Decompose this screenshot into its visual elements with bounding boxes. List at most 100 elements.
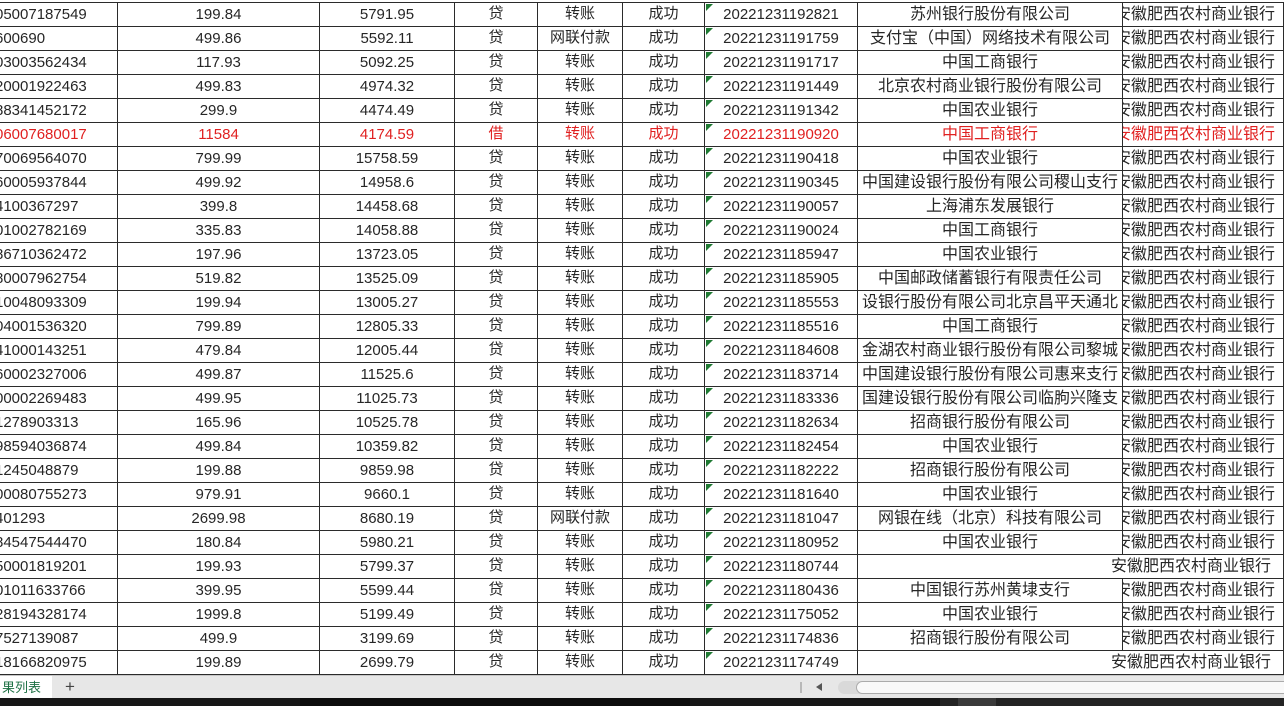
cell-balance[interactable]: 10525.78 xyxy=(320,411,455,434)
cell-own-bank[interactable]: 安徽肥西农村商业银行 xyxy=(1123,531,1284,554)
cell-counterparty-bank[interactable]: 中国工商银行 xyxy=(858,123,1123,146)
cell-txn-type[interactable]: 转账 xyxy=(538,411,623,434)
cell-amount[interactable]: 499.86 xyxy=(118,27,320,50)
cell-timestamp[interactable]: 20221231175052 xyxy=(705,603,858,626)
cell-account-id[interactable]: 18166820975 xyxy=(0,651,118,674)
cell-debit-credit[interactable]: 贷 xyxy=(455,531,538,554)
cell-account-id[interactable]: 70069564070 xyxy=(0,147,118,170)
cell-debit-credit[interactable]: 贷 xyxy=(455,171,538,194)
cell-amount[interactable]: 11584 xyxy=(118,123,320,146)
cell-debit-credit[interactable]: 借 xyxy=(455,123,538,146)
cell-own-bank[interactable]: 安徽肥西农村商业银行 xyxy=(1123,387,1284,410)
cell-status[interactable]: 成功 xyxy=(623,387,705,410)
cell-amount[interactable]: 1999.8 xyxy=(118,603,320,626)
cell-account-id[interactable]: 28194328174 xyxy=(0,603,118,626)
cell-txn-type[interactable]: 转账 xyxy=(538,99,623,122)
cell-debit-credit[interactable]: 贷 xyxy=(455,243,538,266)
cell-balance[interactable]: 12805.33 xyxy=(320,315,455,338)
cell-counterparty-bank[interactable]: 苏州银行股份有限公司 xyxy=(858,3,1123,26)
cell-status[interactable]: 成功 xyxy=(623,315,705,338)
cell-timestamp[interactable]: 20221231182454 xyxy=(705,435,858,458)
cell-counterparty-bank[interactable]: 中国银行苏州黄埭支行 xyxy=(858,579,1123,602)
cell-debit-credit[interactable]: 贷 xyxy=(455,435,538,458)
cell-balance[interactable]: 5599.44 xyxy=(320,579,455,602)
cell-counterparty-bank[interactable]: 中国农业银行 xyxy=(858,483,1123,506)
cell-amount[interactable]: 2699.98 xyxy=(118,507,320,530)
cell-balance[interactable]: 9660.1 xyxy=(320,483,455,506)
cell-counterparty-bank[interactable]: 中国工商银行 xyxy=(858,219,1123,242)
cell-txn-type[interactable]: 转账 xyxy=(538,459,623,482)
cell-account-id[interactable]: 00080755273 xyxy=(0,483,118,506)
cell-balance[interactable]: 4174.59 xyxy=(320,123,455,146)
cell-counterparty-bank[interactable]: 中国建设银行股份有限公司惠来支行 xyxy=(858,363,1123,386)
cell-account-id[interactable]: 80007962754 xyxy=(0,267,118,290)
cell-amount[interactable]: 165.96 xyxy=(118,411,320,434)
cell-status[interactable]: 成功 xyxy=(623,3,705,26)
cell-account-id[interactable]: 86710362472 xyxy=(0,243,118,266)
cell-account-id[interactable]: 20001922463 xyxy=(0,75,118,98)
cell-txn-type[interactable]: 转账 xyxy=(538,147,623,170)
cell-counterparty-bank[interactable]: 中国邮政储蓄银行有限责任公司 xyxy=(858,267,1123,290)
cell-counterparty-bank[interactable]: 国建设银行股份有限公司临朐兴隆支 xyxy=(858,387,1123,410)
cell-balance[interactable]: 4474.49 xyxy=(320,99,455,122)
cell-status[interactable]: 成功 xyxy=(623,531,705,554)
cell-counterparty-bank[interactable]: 设银行股份有限公司北京昌平天通北 xyxy=(858,291,1123,314)
cell-txn-type[interactable]: 网联付款 xyxy=(538,27,623,50)
cell-counterparty-bank[interactable]: 中国农业银行 xyxy=(858,603,1123,626)
cell-account-id[interactable]: 98594036874 xyxy=(0,435,118,458)
cell-txn-type[interactable]: 转账 xyxy=(538,387,623,410)
cell-balance[interactable]: 14058.88 xyxy=(320,219,455,242)
cell-amount[interactable]: 180.84 xyxy=(118,531,320,554)
cell-counterparty-bank[interactable]: 中国工商银行 xyxy=(858,315,1123,338)
cell-own-bank[interactable]: 安徽肥西农村商业银行 xyxy=(1123,339,1284,362)
cell-status[interactable]: 成功 xyxy=(623,651,705,674)
cell-counterparty-bank[interactable]: 中国农业银行 xyxy=(858,531,1123,554)
cell-txn-type[interactable]: 转账 xyxy=(538,579,623,602)
cell-timestamp[interactable]: 20221231185516 xyxy=(705,315,858,338)
cell-timestamp[interactable]: 20221231180744 xyxy=(705,555,858,578)
cell-timestamp[interactable]: 20221231185905 xyxy=(705,267,858,290)
cell-txn-type[interactable]: 转账 xyxy=(538,363,623,386)
cell-timestamp[interactable]: 20221231180952 xyxy=(705,531,858,554)
cell-account-id[interactable]: 50001819201 xyxy=(0,555,118,578)
cell-account-id[interactable]: 41000143251 xyxy=(0,339,118,362)
cell-amount[interactable]: 499.87 xyxy=(118,363,320,386)
cell-account-id[interactable]: 00002269483 xyxy=(0,387,118,410)
cell-debit-credit[interactable]: 贷 xyxy=(455,339,538,362)
cell-amount[interactable]: 799.89 xyxy=(118,315,320,338)
cell-balance[interactable]: 13005.27 xyxy=(320,291,455,314)
cell-status[interactable]: 成功 xyxy=(623,219,705,242)
cell-status[interactable]: 成功 xyxy=(623,267,705,290)
cell-balance[interactable]: 15758.59 xyxy=(320,147,455,170)
cell-txn-type[interactable]: 转账 xyxy=(538,243,623,266)
cell-own-bank[interactable]: 安徽肥西农村商业银行 xyxy=(1123,579,1284,602)
cell-status[interactable]: 成功 xyxy=(623,75,705,98)
cell-txn-type[interactable]: 转账 xyxy=(538,435,623,458)
cell-status[interactable]: 成功 xyxy=(623,171,705,194)
cell-timestamp[interactable]: 20221231190024 xyxy=(705,219,858,242)
cell-account-id[interactable]: 60005937844 xyxy=(0,171,118,194)
cell-timestamp[interactable]: 20221231181640 xyxy=(705,483,858,506)
cell-own-bank[interactable]: 安徽肥西农村商业银行 xyxy=(1123,507,1284,530)
cell-account-id[interactable]: 7527139087 xyxy=(0,627,118,650)
cell-account-id[interactable]: 401293 xyxy=(0,507,118,530)
cell-account-id[interactable]: 01002782169 xyxy=(0,219,118,242)
cell-amount[interactable]: 499.95 xyxy=(118,387,320,410)
cell-txn-type[interactable]: 转账 xyxy=(538,555,623,578)
cell-txn-type[interactable]: 转账 xyxy=(538,267,623,290)
cell-own-bank[interactable]: 安徽肥西农村商业银行 xyxy=(1123,603,1284,626)
cell-timestamp[interactable]: 20221231185553 xyxy=(705,291,858,314)
cell-txn-type[interactable]: 转账 xyxy=(538,339,623,362)
cell-debit-credit[interactable]: 贷 xyxy=(455,507,538,530)
cell-txn-type[interactable]: 转账 xyxy=(538,483,623,506)
cell-own-bank[interactable]: 安徽肥西农村商业银行 xyxy=(1123,363,1284,386)
cell-timestamp[interactable]: 20221231190920 xyxy=(705,123,858,146)
cell-balance[interactable]: 14958.6 xyxy=(320,171,455,194)
cell-status[interactable]: 成功 xyxy=(623,243,705,266)
cell-status[interactable]: 成功 xyxy=(623,27,705,50)
scrollbar-thumb[interactable] xyxy=(856,681,1284,694)
cell-debit-credit[interactable]: 贷 xyxy=(455,459,538,482)
cell-balance[interactable]: 5980.21 xyxy=(320,531,455,554)
cell-status[interactable]: 成功 xyxy=(623,339,705,362)
scroll-left-arrow-icon[interactable] xyxy=(816,683,822,691)
